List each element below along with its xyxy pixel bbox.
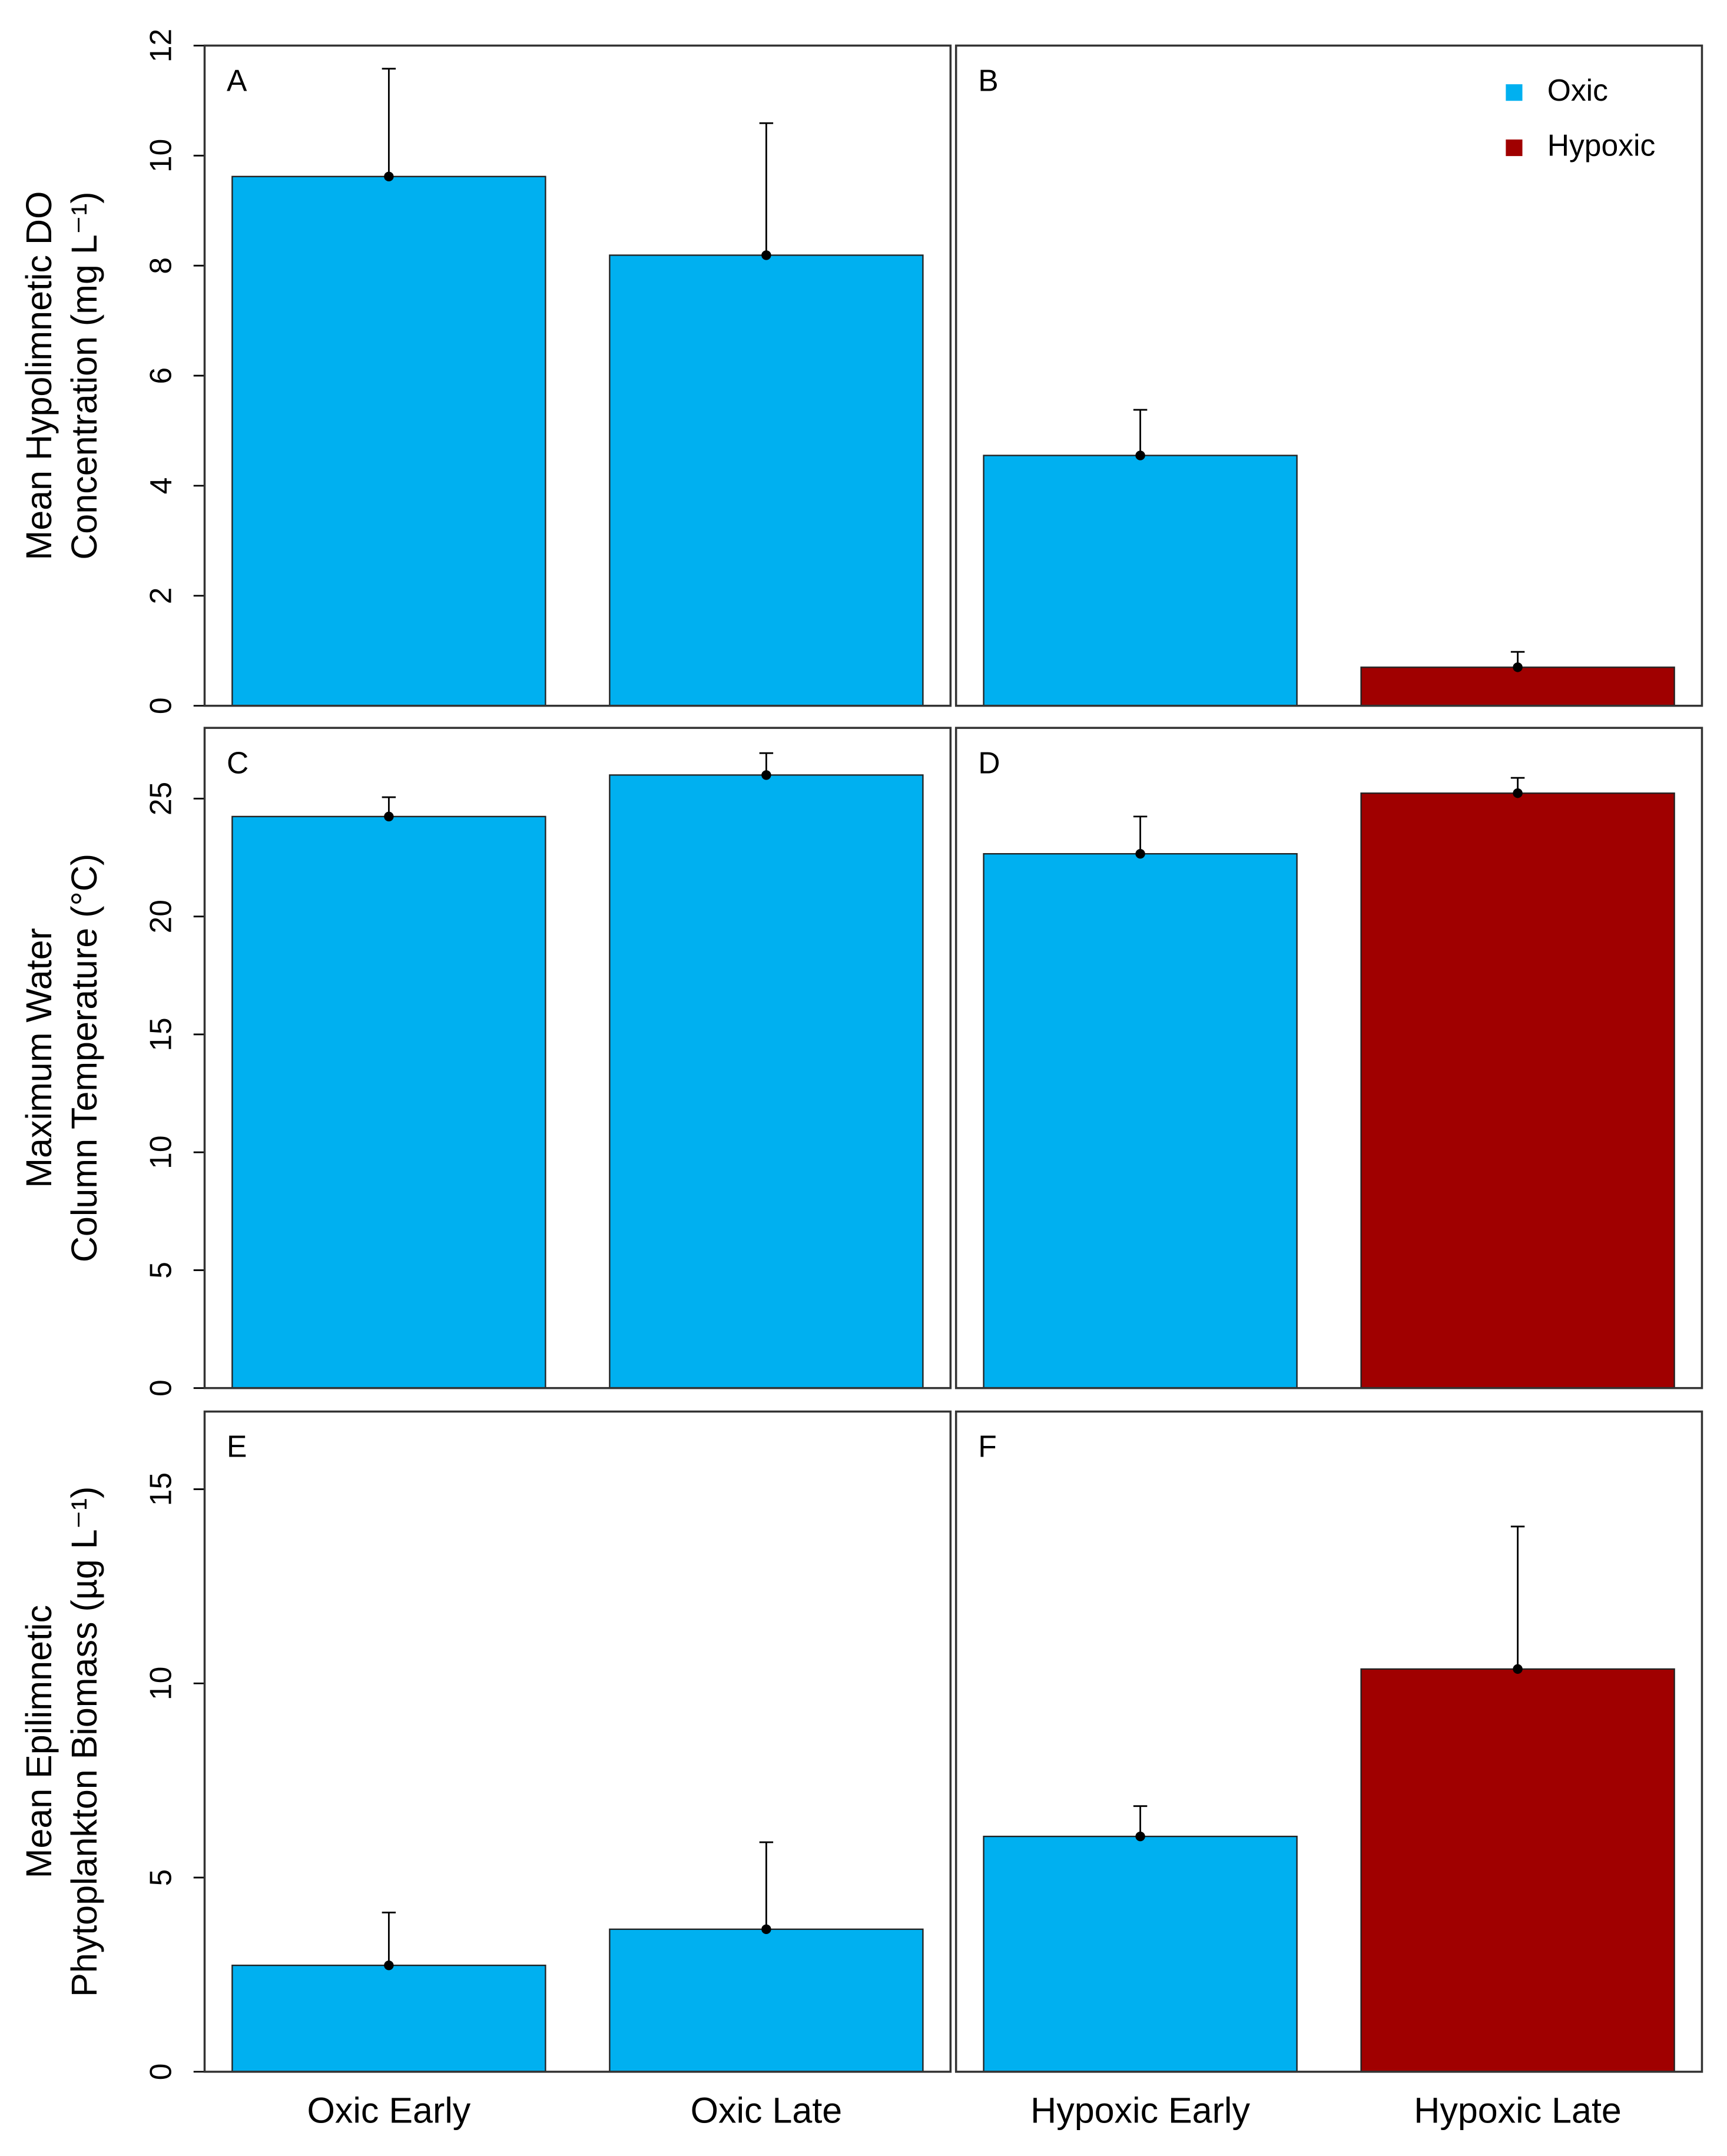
- y-tick-label: 10: [144, 1135, 178, 1169]
- y-tick-label: 8: [144, 257, 178, 274]
- panel-frame: [203, 44, 952, 707]
- bar: [983, 455, 1298, 706]
- mean-point: [761, 250, 771, 260]
- legend-label: Hypoxic: [1547, 128, 1656, 162]
- y-tick-label: 20: [144, 900, 178, 933]
- y-tick-label: 5: [144, 1262, 178, 1279]
- bar: [609, 254, 924, 706]
- panel-label: F: [978, 1429, 997, 1464]
- y-tick-label: 15: [144, 1472, 178, 1506]
- mean-point: [1513, 1664, 1523, 1674]
- panel-frame: [954, 44, 1703, 707]
- x-tick-label: Oxic Late: [691, 2090, 843, 2130]
- mean-point: [761, 770, 771, 780]
- mean-point: [384, 171, 394, 182]
- panel-frame: [203, 727, 952, 1389]
- y-axis-label: Mean Hypolimnetic DO: [19, 191, 59, 560]
- mean-point: [1513, 788, 1523, 798]
- mean-point: [761, 1924, 771, 1935]
- mean-point: [384, 1960, 394, 1971]
- panel-label: A: [227, 63, 247, 97]
- y-tick-label: 0: [144, 697, 178, 714]
- y-tick-label: 5: [144, 1869, 178, 1886]
- legend-swatch: [1506, 139, 1523, 157]
- bar: [609, 1928, 924, 2073]
- y-tick-label: 12: [144, 29, 178, 62]
- y-tick-label: 4: [144, 477, 178, 495]
- y-tick-label: 0: [144, 2064, 178, 2081]
- y-axis-label: Maximum Water: [19, 928, 59, 1188]
- y-axis-label: Phytoplankton Biomass (µg L⁻¹): [64, 1487, 104, 1997]
- mean-point: [1135, 450, 1145, 460]
- y-axis-label: Concentration (mg L⁻¹): [64, 191, 104, 559]
- bar: [609, 774, 924, 1389]
- y-tick-label: 0: [144, 1379, 178, 1397]
- bar: [1360, 792, 1675, 1389]
- panel-label: D: [978, 745, 1000, 780]
- y-tick-label: 2: [144, 588, 178, 605]
- bar: [1360, 1668, 1675, 2073]
- panel-frame: [954, 727, 1703, 1389]
- bar: [231, 1964, 546, 2073]
- panel-frame: [954, 1410, 1703, 2073]
- bar: [983, 853, 1298, 1389]
- x-tick-label: Hypoxic Late: [1414, 2090, 1622, 2130]
- legend-swatch: [1506, 84, 1523, 101]
- y-tick-label: 10: [144, 1667, 178, 1700]
- bar: [231, 815, 546, 1389]
- panel-frame: [203, 1410, 952, 2073]
- y-tick-label: 6: [144, 367, 178, 384]
- bar: [983, 1835, 1298, 2073]
- panel-label: B: [978, 63, 998, 97]
- y-tick-label: 15: [144, 1017, 178, 1051]
- mean-point: [1135, 1831, 1145, 1842]
- y-tick-label: 25: [144, 782, 178, 815]
- panel-label: C: [227, 745, 248, 780]
- bar: [1360, 666, 1675, 706]
- x-tick-label: Hypoxic Early: [1030, 2090, 1250, 2130]
- bar: [231, 175, 546, 706]
- y-axis-label: Column Temperature (°C): [64, 854, 104, 1262]
- panel-label: E: [227, 1429, 247, 1464]
- x-tick-label: Oxic Early: [307, 2090, 470, 2130]
- mean-point: [384, 811, 394, 822]
- mean-point: [1513, 662, 1523, 672]
- y-tick-label: 10: [144, 139, 178, 173]
- legend-label: Oxic: [1547, 73, 1608, 107]
- mean-point: [1135, 848, 1145, 859]
- y-axis-label: Mean Epilimnetic: [19, 1605, 59, 1878]
